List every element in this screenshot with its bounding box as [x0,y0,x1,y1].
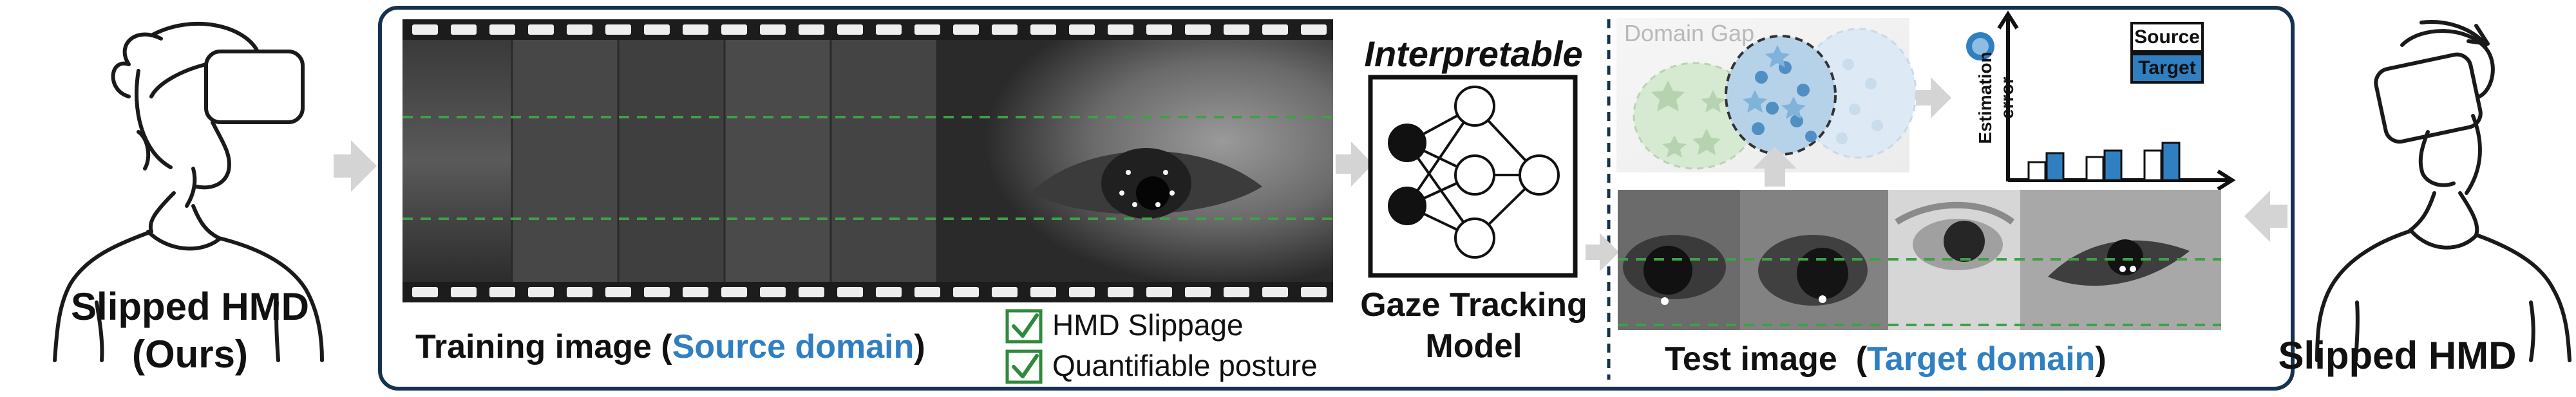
domain-gap-panel [1616,18,1917,172]
pupil [1136,176,1170,210]
chart-ylabel-line1: Estimation [1975,51,1995,144]
source-stars [1651,80,1725,158]
training-frame [831,40,937,282]
bar-target-3 [2161,142,2181,181]
chart-ylabel: Estimation error [1975,33,2018,162]
bar-source-1 [2027,161,2047,181]
error-bars [2027,142,2181,181]
glints [1119,170,1175,207]
chart-ylabel-line2: error [1997,77,2017,119]
left-hmd-label-line1: Slipped HMD [71,285,309,328]
training-frame [724,40,831,282]
legend-source-label: Source [2134,26,2200,48]
model-label-line1: Gaze Tracking [1360,286,1587,324]
left-hmd-label-line2: (Ours) [132,333,248,376]
test-caption-pre: Test image ( [1665,340,1868,378]
training-frame [618,40,724,282]
checklist-boxes [1005,309,1043,384]
test-caption-post: ) [2095,340,2107,378]
arrow-up-to-gap [1753,147,1797,187]
test-caption-domain: Target domain [1867,340,2096,378]
hidden-node [1454,154,1495,196]
legend-source-box [2130,22,2204,53]
estimation-error-chart [1966,10,2236,191]
checklist-item-posture: Quantifiable posture [1052,349,1318,382]
legend-target-box [2130,53,2204,84]
arrow-to-chart [1916,77,1951,118]
check-mark-icon [1012,354,1039,378]
left-hmd-label: Slipped HMD (Ours) [0,283,380,378]
hidden-node [1454,86,1495,127]
bar-source-3 [2143,149,2163,181]
bar-target-1 [2045,152,2065,181]
training-frame [402,40,512,282]
check-mark-icon [1012,313,1039,338]
film-sprockets-bottom [412,287,1327,297]
domain-gap-label: Domain Gap [1624,20,1755,46]
arrow-right-input [2244,190,2287,242]
neural-network-model [1368,75,1578,278]
training-film-strip [402,19,1333,302]
right-hmd-label: Slipped HMD [2278,334,2517,377]
input-node [1388,124,1426,162]
faint-target-dots [1836,59,1883,144]
frame-dividers [511,40,938,282]
training-caption: Training image (Source domain) [415,326,925,367]
target-dots [1752,61,1817,142]
output-node [1519,154,1560,196]
legend-target-label: Target [2138,57,2196,78]
checklist-item-slippage: HMD Slippage [1052,308,1244,342]
model-label: Gaze Tracking Model [1350,284,1598,367]
training-caption-pre: Training image ( [415,328,672,365]
right-person-illustration [2315,20,2571,362]
arrow-to-test [1586,233,1619,272]
arrow-left-input [334,140,377,192]
input-node [1388,187,1426,225]
training-frame [512,40,618,282]
overlap-stars [1743,45,1806,119]
bar-source-2 [2085,156,2105,181]
bar-target-2 [2103,149,2123,181]
left-person-illustration [53,22,324,362]
model-heading: Interpretable [1364,33,1583,74]
model-label-line2: Model [1425,328,1522,365]
arrow-to-model [1336,142,1373,187]
training-caption-domain: Source domain [672,328,914,365]
hidden-node [1454,217,1495,259]
test-images [1618,190,2221,330]
test-caption: Test image (Target domain) [1665,338,2107,380]
training-caption-post: ) [914,328,925,365]
film-sprockets-top [412,24,1327,35]
